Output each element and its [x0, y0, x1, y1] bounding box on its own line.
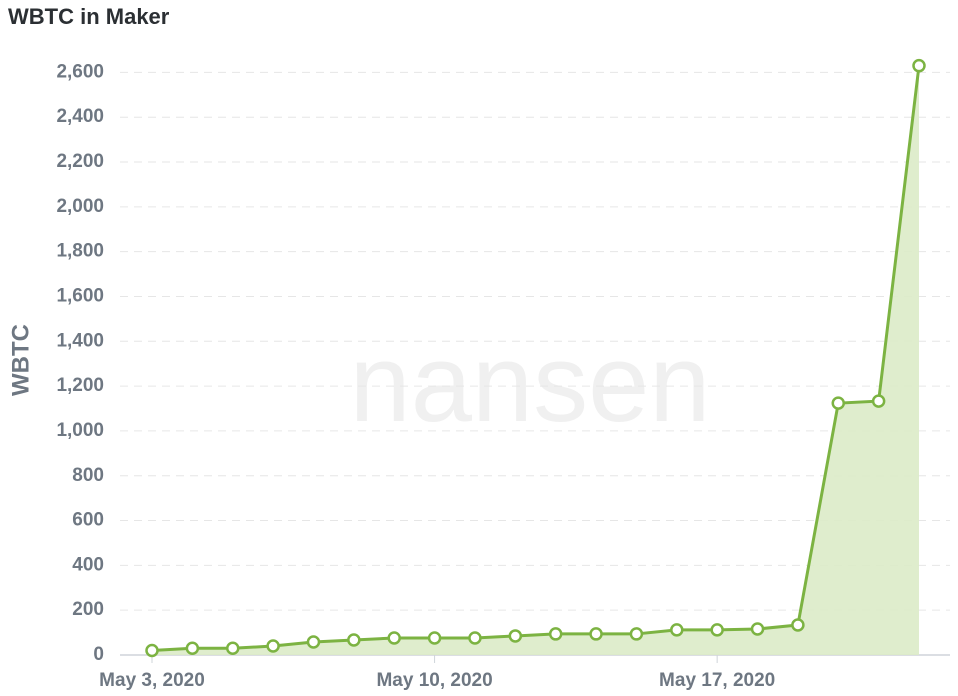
watermark: nansen	[350, 322, 711, 445]
point	[306, 635, 321, 649]
point	[427, 631, 442, 645]
point	[589, 627, 603, 641]
y-tick-label: 2,400	[56, 106, 104, 127]
point	[629, 627, 644, 641]
y-tick-label: 1,800	[56, 241, 104, 262]
point	[548, 627, 563, 641]
point	[871, 394, 886, 408]
point	[185, 641, 200, 656]
point	[468, 631, 482, 645]
point	[266, 639, 280, 653]
point	[347, 633, 361, 647]
x-tick-label: May 17, 2020	[659, 670, 775, 691]
point	[912, 58, 926, 73]
y-tick-label: 400	[72, 554, 104, 575]
y-tick-label: 1,400	[56, 330, 104, 351]
y-tick-label: 600	[72, 510, 104, 531]
x-tick-label: May 10, 2020	[376, 670, 492, 691]
y-tick-label: 2,200	[56, 151, 104, 172]
line	[151, 65, 921, 653]
y-tick-label: 200	[72, 599, 104, 620]
point	[831, 396, 846, 410]
y-tick-label: 1,600	[56, 285, 104, 306]
y-tick-label: 2,600	[56, 61, 104, 82]
point	[225, 641, 240, 656]
point	[145, 643, 159, 658]
y-tick-label: 1,000	[56, 420, 104, 441]
y-tick-label: 1,200	[56, 375, 104, 396]
area	[152, 65, 919, 656]
point	[670, 623, 684, 637]
y-tick-label: 0	[93, 644, 104, 665]
point	[508, 629, 523, 643]
y-axis-label: WBTC	[7, 324, 34, 396]
point	[791, 618, 805, 632]
y-tick-label: 2,000	[56, 196, 104, 217]
chart-title: WBTC in Maker	[8, 4, 170, 29]
point	[387, 631, 401, 645]
point	[710, 623, 724, 637]
y-tick-label: 800	[72, 465, 104, 486]
x-tick-label: May 3, 2020	[99, 670, 205, 691]
point	[750, 622, 765, 636]
